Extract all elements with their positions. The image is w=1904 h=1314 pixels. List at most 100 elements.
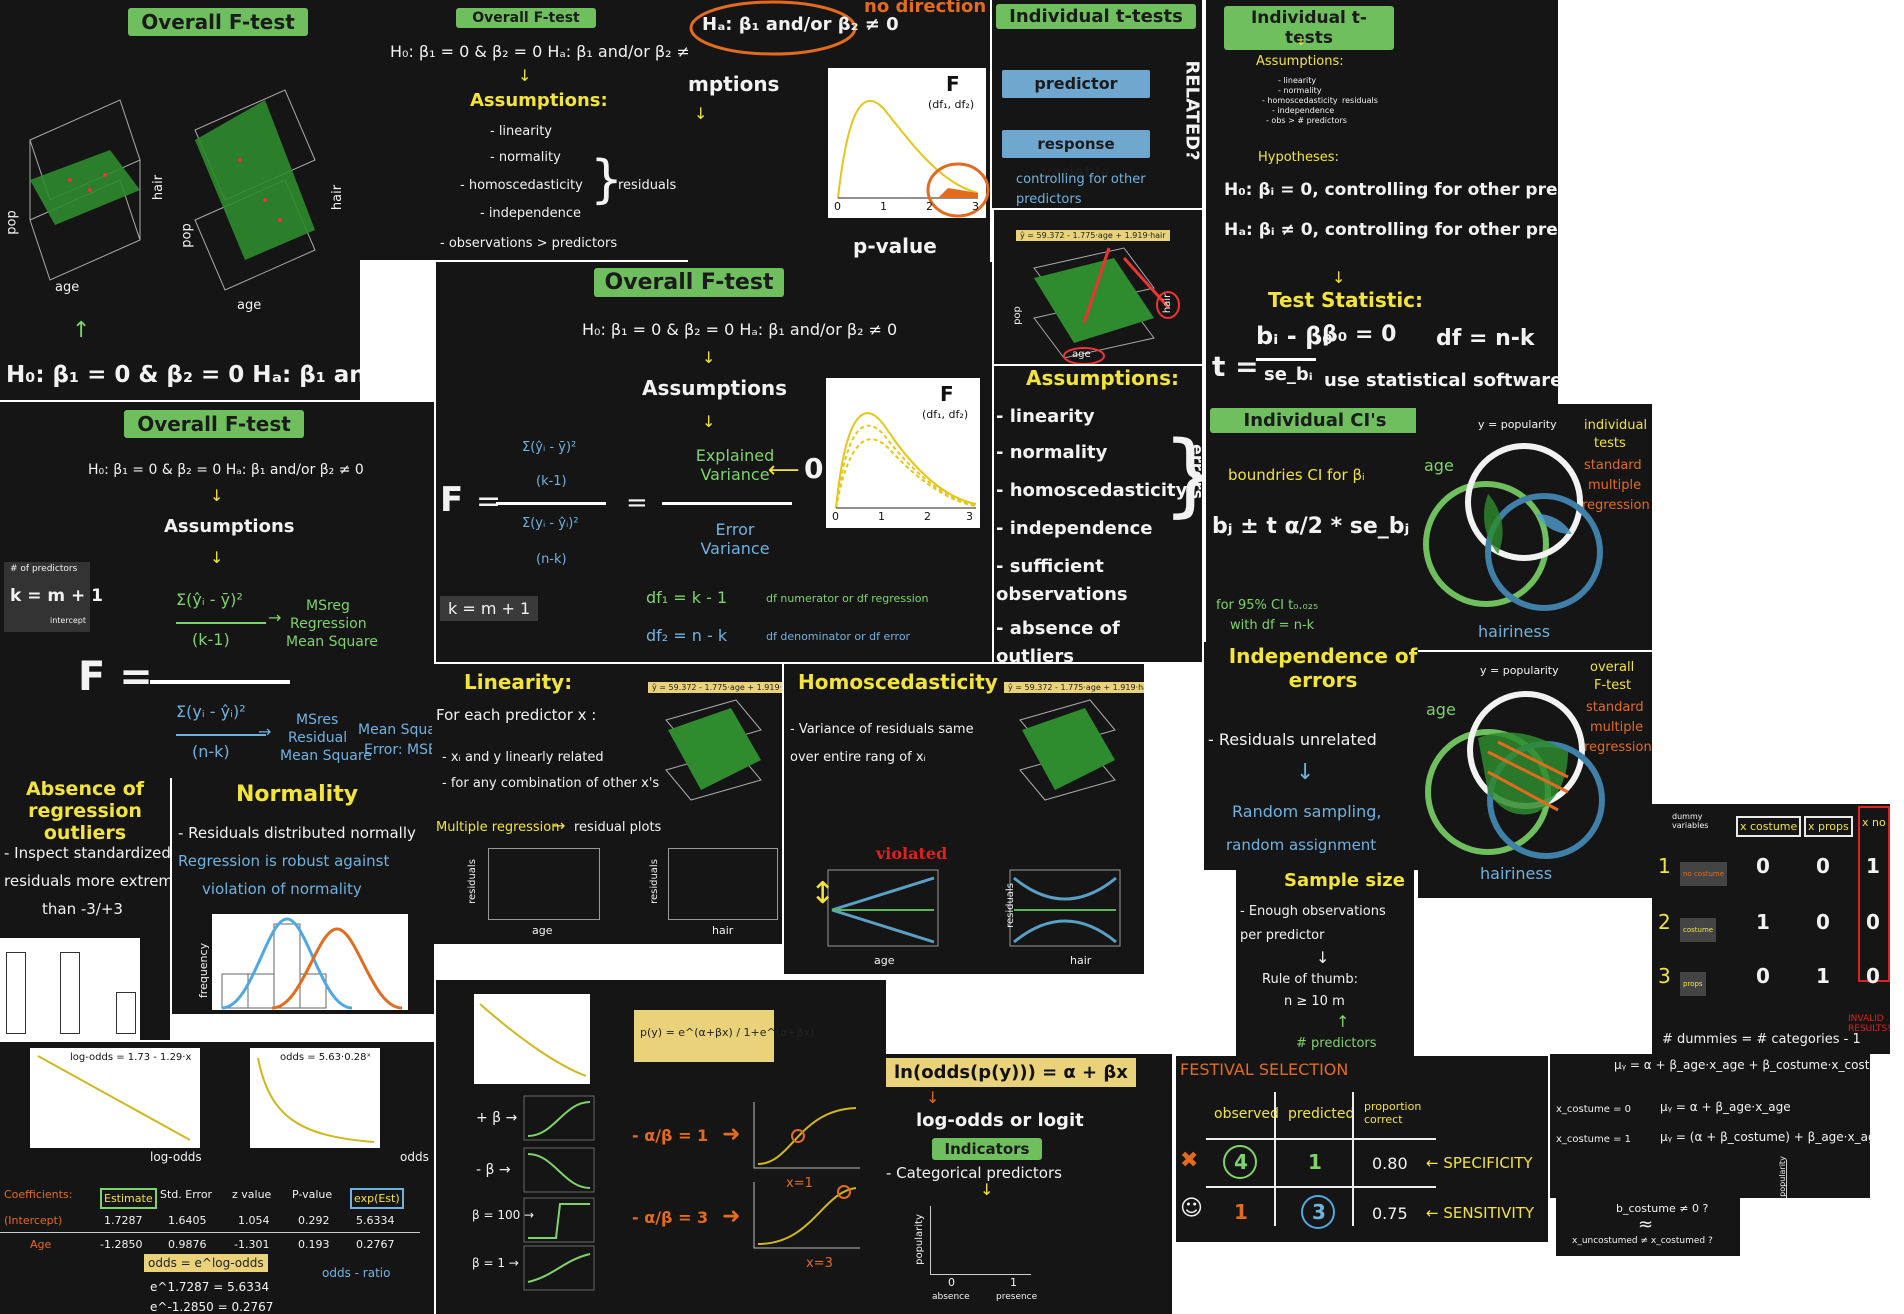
tile-header: Overall F-test — [128, 8, 308, 36]
plus-beta: + β → — [476, 1110, 518, 1126]
logodds-label: log-odds — [150, 1150, 202, 1164]
k-box: # of predictors k = m + 1 intercept — [4, 562, 103, 632]
arrow-1: ➜ — [722, 1122, 741, 1147]
tile-logistic-coefficients: log-odds = 1.73 - 1.29·x odds = 5.63·0.2… — [0, 1042, 434, 1314]
df2-formula: df₂ = n - k — [646, 626, 728, 645]
col-header: x props — [1804, 816, 1853, 837]
note-line: multiple — [1588, 478, 1642, 493]
beta-100: β = 100 → — [472, 1208, 535, 1222]
tile-homoscedasticity: Homoscedasticity - Variance of residuals… — [784, 664, 1144, 974]
f-family-panel: F (df₁, df₂) 0 1 2 3 — [826, 378, 980, 528]
bullet-1: - Categorical predictors — [886, 1164, 1062, 1182]
pvalue-label: p-value — [853, 234, 937, 258]
msreg-label: MSreg — [306, 598, 350, 614]
col-header: x no — [1862, 816, 1886, 829]
cell: 1 — [1308, 1150, 1322, 1174]
df-label: (df₁, df₂) — [928, 98, 975, 111]
cell: 1 — [1756, 910, 1770, 934]
predictors-label: # predictors — [1296, 1036, 1377, 1051]
t-numerator: bᵢ - β₀ — [1256, 322, 1333, 350]
df-formula: df = n-k — [1436, 326, 1535, 351]
assumption-item: - independence — [480, 206, 582, 221]
odds-curve — [257, 1057, 375, 1143]
bullet-3: random assignment — [1226, 836, 1377, 854]
odds-equation: odds = 5.63·0.28ˣ — [280, 1052, 371, 1063]
df1-label: df numerator or df regression — [766, 592, 929, 605]
odds-ratio-label: odds - ratio — [322, 1266, 391, 1280]
right-arrow: → — [268, 608, 282, 627]
cell: 3 — [1312, 1200, 1326, 1224]
regression-equation: ŷ = 59.372 - 1.775·age + 1.919·hair — [1004, 682, 1144, 693]
logodds-panel: log-odds = 1.73 - 1.29·x — [30, 1048, 200, 1148]
venn-diagram — [1425, 691, 1605, 859]
table-cell: 1.6405 — [168, 1214, 207, 1227]
mini-plot — [1786, 1160, 1867, 1198]
tile-b-costume: b_costume ≠ 0 ? ≈ x_uncostumed ≠ x_costu… — [1556, 1198, 1740, 1256]
each-predictor: For each predictor x : — [436, 706, 597, 724]
equals-sign: = — [476, 484, 502, 519]
x-costumed-question: x_uncostumed ≠ x_costumed ? — [1572, 1236, 1713, 1246]
numerator: Σ(ŷᵢ - ȳ)² — [522, 440, 577, 455]
circle-highlight — [1301, 1195, 1335, 1229]
errors-label: errors — [1188, 443, 1202, 500]
table-cell: -1.2850 — [100, 1238, 143, 1251]
numerator-df: (k-1) — [536, 474, 567, 489]
fraction-bar — [1256, 358, 1316, 361]
assumption-item: - linearity — [490, 124, 552, 139]
cell: 0.75 — [1372, 1204, 1408, 1223]
multiple-regression: Multiple regression — [436, 820, 560, 835]
logistic-formula: p(y) = e^(α+βx) / 1+e^(α+βx) — [640, 1026, 815, 1039]
tile-sample-size: Sample size - Enough observations per pr… — [1236, 870, 1414, 1056]
row-label: no costume — [1680, 862, 1728, 886]
bounds-label: boundries CI for βᵢ — [1228, 466, 1365, 484]
fraction-bar — [150, 680, 290, 684]
age-label: age — [1424, 456, 1454, 475]
tile-header: Homoscedasticity — [798, 670, 998, 694]
bullet-1: - Residuals unrelated — [1208, 730, 1377, 749]
sigmoid-small-3 — [523, 1197, 595, 1243]
y-label: y = popularity — [1478, 418, 1557, 431]
tile-f-formula: Overall F-test H₀: β₁ = 0 & β₂ = 0 Hₐ: β… — [436, 262, 992, 662]
x-absence: absence — [932, 1292, 970, 1302]
minus-beta: - β → — [476, 1162, 511, 1178]
table-cell: 1.054 — [238, 1214, 270, 1227]
msreg-label: Regression — [290, 616, 367, 632]
venn-diagram — [1423, 443, 1603, 611]
assumption-item: outliers — [996, 646, 1074, 662]
hair-circle — [1156, 291, 1180, 319]
axis-label-hair: hair — [1162, 293, 1174, 314]
table-cell: 5.6334 — [356, 1214, 395, 1227]
violated-label: violated — [876, 844, 948, 863]
axis-label-age-right: age — [237, 298, 262, 313]
hypotheses-line: H₀: β₁ = 0 & β₂ = 0 Hₐ: β₁ and/or β₂ ≠ 0 — [6, 362, 360, 388]
tile-t-tests-related: Individual t-tests predictor response va… — [992, 0, 1202, 208]
assumption-item: - obs > # predictors — [1266, 116, 1347, 125]
predictors-label: # of predictors — [10, 564, 78, 574]
table-cell: (Intercept) — [4, 1214, 63, 1227]
sigmoid-small-2 — [523, 1147, 595, 1193]
table-header: exp(Est) — [350, 1188, 404, 1209]
axis-label-popularity: popularity — [1777, 1156, 1787, 1197]
table-cell: 1.7287 — [104, 1214, 143, 1227]
assumptions-title: Assumptions — [164, 516, 295, 537]
t-denominator: se_bᵢ — [1264, 364, 1313, 385]
down-arrow: ↓ — [702, 412, 716, 431]
f-letter: F — [440, 480, 464, 520]
assumption-item: - linearity — [1278, 76, 1317, 85]
cell: 0.80 — [1372, 1154, 1408, 1173]
table-rule — [1206, 1186, 1436, 1188]
tile-individual-ci: Individual CI's boundries CI for βᵢ bⱼ ±… — [1206, 404, 1416, 642]
note-line: multiple — [1590, 720, 1644, 735]
tile-f-distribution-pvalue: Hₐ: β₁ and/or β₂ ≠ 0 no direction mption… — [688, 0, 990, 262]
controlling-label: controlling for other predictors — [1016, 172, 1146, 207]
decay-curve — [479, 1003, 587, 1077]
alpha-beta-1: - α/β = 1 — [632, 1126, 709, 1145]
b0-zero: β₀ = 0 — [1322, 322, 1397, 347]
tile-outliers: Absence of regression outliers - Inspect… — [0, 778, 170, 1040]
circle-highlight — [1223, 1145, 1257, 1179]
no-direction-label: no direction — [864, 0, 987, 17]
logodds-equation: log-odds = 1.73 - 1.29·x — [70, 1052, 192, 1063]
logit-formula: ln(odds(p(y))) = α + βx — [886, 1058, 1136, 1087]
response-box: response variable — [1002, 130, 1150, 181]
x1-label: x=1 — [786, 1176, 813, 1191]
